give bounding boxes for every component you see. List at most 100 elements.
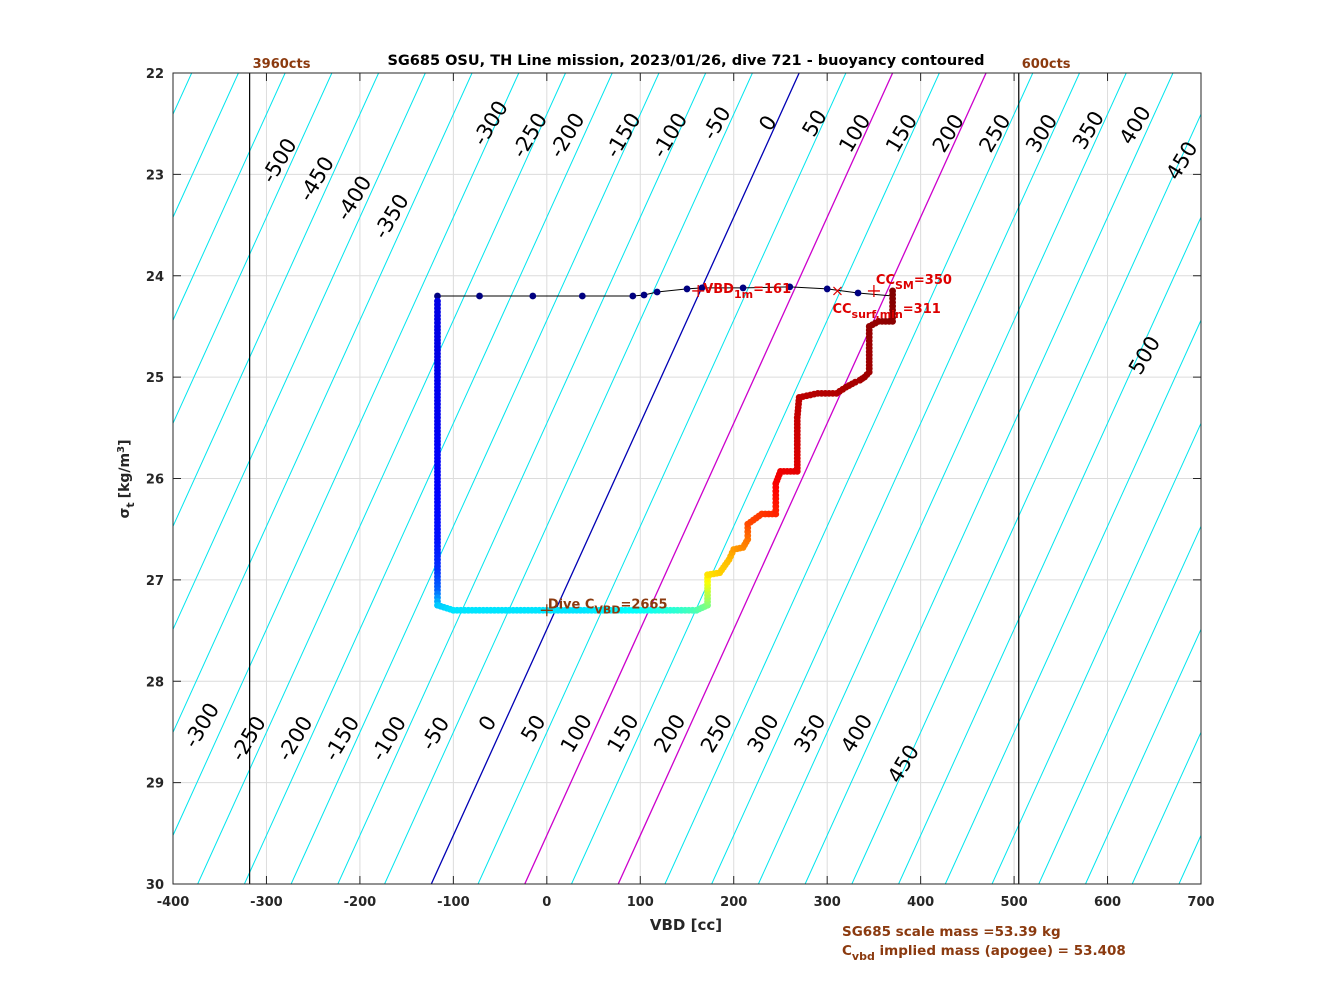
contour-line: [173, 73, 520, 837]
contour-label: -50: [416, 713, 454, 755]
x-tick-label: -400: [157, 895, 190, 910]
contour-label: -300: [468, 97, 513, 150]
marker-label-main: VBD: [703, 282, 734, 297]
climb-point: [854, 289, 862, 297]
contour-line: [1038, 525, 1201, 884]
marker-plus: [692, 284, 705, 297]
marker-plus: [540, 604, 553, 617]
contour-line: [173, 73, 380, 528]
y-tick-label: 28: [146, 675, 164, 690]
y-label-symbol: σ: [117, 507, 133, 518]
dive-series: [434, 283, 896, 614]
marker-label-suffix: =350: [914, 273, 952, 288]
contour-line: [384, 73, 753, 884]
x-tick-label: -300: [250, 895, 283, 910]
count-line-label: 3960cts: [253, 57, 311, 72]
contour-line: [1085, 628, 1201, 884]
contour-line: [757, 73, 1127, 884]
contour-line: [571, 73, 940, 884]
axes: -400 -300 -200 -100 0 100 200 300 400 500 600 700 22…: [146, 67, 1215, 910]
marker-label-suffix: =311: [903, 302, 941, 317]
buoyancy-contours: [0, 73, 1328, 884]
y-tick-label: 23: [146, 168, 164, 183]
contour-label: 450: [883, 740, 924, 787]
contour-line: [0, 73, 98, 884]
y-tick-label: 22: [146, 67, 164, 82]
climb-point: [434, 292, 441, 300]
marker-x: [833, 286, 842, 296]
contour-line: [173, 73, 286, 322]
contour-label: 150: [602, 710, 643, 757]
contour-line: [337, 73, 707, 884]
y-axis-label: σt [kg/m3]: [116, 440, 137, 519]
y-tick-label: 24: [146, 270, 164, 285]
contour-label: -200: [544, 109, 589, 162]
contour-line: [290, 73, 660, 884]
contour-line: [173, 73, 426, 631]
marker-label-main: CC: [832, 302, 851, 317]
marker-label-dive-cvbd: Dive CVBD=2665: [548, 597, 668, 616]
marker-label-sub: 1m: [734, 288, 753, 301]
scale-mass-note: SG685 scale mass =53.39 kg: [842, 924, 1061, 940]
contour-line: [617, 73, 987, 884]
x-axis-label: VBD [cc]: [650, 916, 722, 934]
climb-point: [578, 292, 586, 300]
x-tick-label: -200: [344, 895, 377, 910]
climb-point: [683, 285, 691, 293]
contour-line: [1131, 731, 1201, 884]
contour-line: [851, 112, 1201, 884]
contour-line: [898, 216, 1201, 884]
chart-title: SG685 OSU, TH Line mission, 2023/01/26, …: [387, 53, 984, 69]
count-lines: 3960cts 600cts: [249, 57, 1071, 884]
contour-label: 500: [1124, 332, 1165, 379]
contour-labels: -500-450-400-350-300-250-200 -150 -100 -50 0…: [179, 97, 1203, 788]
marker-label-main: CC: [876, 273, 895, 288]
contour-label: -50: [697, 102, 735, 144]
climb-point: [786, 283, 794, 291]
marker-label-cc-surf-min: CCsurf,min=311: [832, 302, 940, 321]
contour-label: 50: [516, 711, 550, 746]
contour-label: -500: [257, 134, 302, 187]
x-tick-label: 300: [814, 895, 841, 910]
marker-label-suffix: =161: [753, 282, 791, 297]
climb-point: [698, 284, 706, 292]
climb-point: [476, 292, 483, 300]
contour-line: [197, 73, 566, 884]
y-label-sub: t: [124, 502, 137, 507]
contour-label: -400: [331, 172, 376, 225]
marker-label-vbd-1m: VBD1m=161: [703, 282, 791, 301]
count-line-label: 600cts: [1022, 57, 1071, 72]
climb-point: [529, 292, 537, 300]
y-tick-label: 29: [146, 777, 164, 792]
contour-label: 0: [474, 711, 501, 735]
contour-label: 400: [836, 710, 877, 757]
marker-label-suffix: =2665: [620, 597, 667, 612]
climb-point: [640, 291, 648, 299]
x-tick-label: 700: [1187, 895, 1214, 910]
contour-label: 100: [556, 710, 597, 757]
contour-line: [477, 73, 847, 884]
marker-plus: [867, 284, 880, 297]
contour-line: [173, 73, 473, 734]
y-tick-label: 25: [146, 371, 164, 386]
contour-label: 50: [797, 105, 831, 140]
contour-line: [804, 73, 1174, 884]
contour-line: [243, 73, 613, 884]
contour-label: -300: [179, 699, 224, 752]
y-label-sup: 3: [116, 446, 127, 453]
marker-label-sub: SM: [895, 279, 914, 292]
y-tick-label: 26: [146, 473, 164, 488]
contour-line: [1272, 73, 1328, 884]
contour-label: 100: [834, 110, 875, 157]
y-tick-label: 27: [146, 574, 164, 589]
contour-line: [524, 73, 894, 884]
contour-label: 200: [928, 110, 969, 157]
x-tick-label: -100: [437, 895, 470, 910]
climb-point: [653, 288, 661, 296]
y-tick-label: 30: [146, 878, 164, 893]
x-tick-label: 600: [1094, 895, 1121, 910]
marker-label-cc-sm: CCSM=350: [876, 273, 952, 292]
contour-line: [944, 319, 1201, 884]
contour-label: 350: [1068, 107, 1109, 154]
